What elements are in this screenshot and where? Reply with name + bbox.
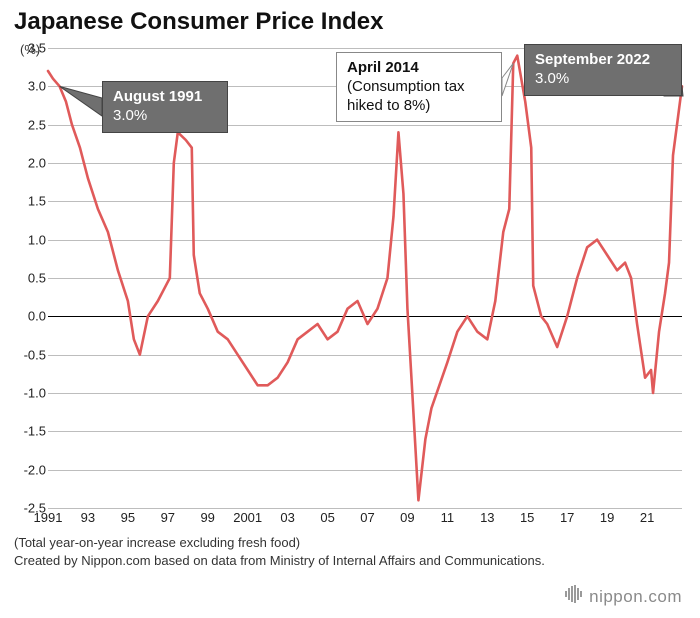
brand-text: nippon.com [589, 587, 682, 607]
y-tick: 2.5 [0, 117, 46, 132]
y-tick: -0.5 [0, 347, 46, 362]
annotation-subtitle: (Consumption tax hiked to 8%) [347, 78, 491, 116]
y-tick: 0.5 [0, 271, 46, 286]
x-tick: 1991 [34, 510, 63, 525]
footnote-line-2: Created by Nippon.com based on data from… [14, 552, 545, 570]
y-tick: -1.5 [0, 424, 46, 439]
x-tick: 19 [600, 510, 614, 525]
y-tick: 2.0 [0, 156, 46, 171]
y-tick: 1.5 [0, 194, 46, 209]
chart-page: Japanese Consumer Price Index (%) 3.53.0… [0, 0, 700, 618]
x-tick: 17 [560, 510, 574, 525]
x-tick: 09 [400, 510, 414, 525]
brand-icon [565, 585, 583, 608]
y-tick: -1.0 [0, 386, 46, 401]
y-tick: 0.0 [0, 309, 46, 324]
x-tick: 95 [121, 510, 135, 525]
x-tick: 21 [640, 510, 654, 525]
annotation-title: September 2022 [535, 51, 671, 70]
x-tick: 2001 [233, 510, 262, 525]
y-tick: 1.0 [0, 232, 46, 247]
annotation-a3: September 20223.0% [524, 44, 682, 96]
x-tick: 05 [320, 510, 334, 525]
footnote-line-1: (Total year-on-year increase excluding f… [14, 534, 300, 552]
annotation-a2: April 2014(Consumption tax hiked to 8%) [336, 52, 502, 122]
x-tick: 93 [81, 510, 95, 525]
annotation-title: April 2014 [347, 59, 491, 78]
annotation-title: August 1991 [113, 88, 217, 107]
x-tick: 13 [480, 510, 494, 525]
y-tick: 3.0 [0, 79, 46, 94]
annotation-value: 3.0% [113, 107, 147, 124]
annotation-a1: August 19913.0% [102, 81, 228, 133]
y-tick: -2.0 [0, 462, 46, 477]
x-tick: 15 [520, 510, 534, 525]
brand-logo: nippon.com [565, 585, 682, 608]
x-tick: 97 [161, 510, 175, 525]
annotation-value: 3.0% [535, 70, 569, 87]
chart-title: Japanese Consumer Price Index [14, 8, 384, 36]
x-tick: 03 [280, 510, 294, 525]
y-tick: 3.5 [0, 41, 46, 56]
x-tick: 11 [441, 510, 455, 525]
x-tick: 99 [200, 510, 214, 525]
gridline [48, 508, 682, 509]
x-tick: 07 [360, 510, 374, 525]
